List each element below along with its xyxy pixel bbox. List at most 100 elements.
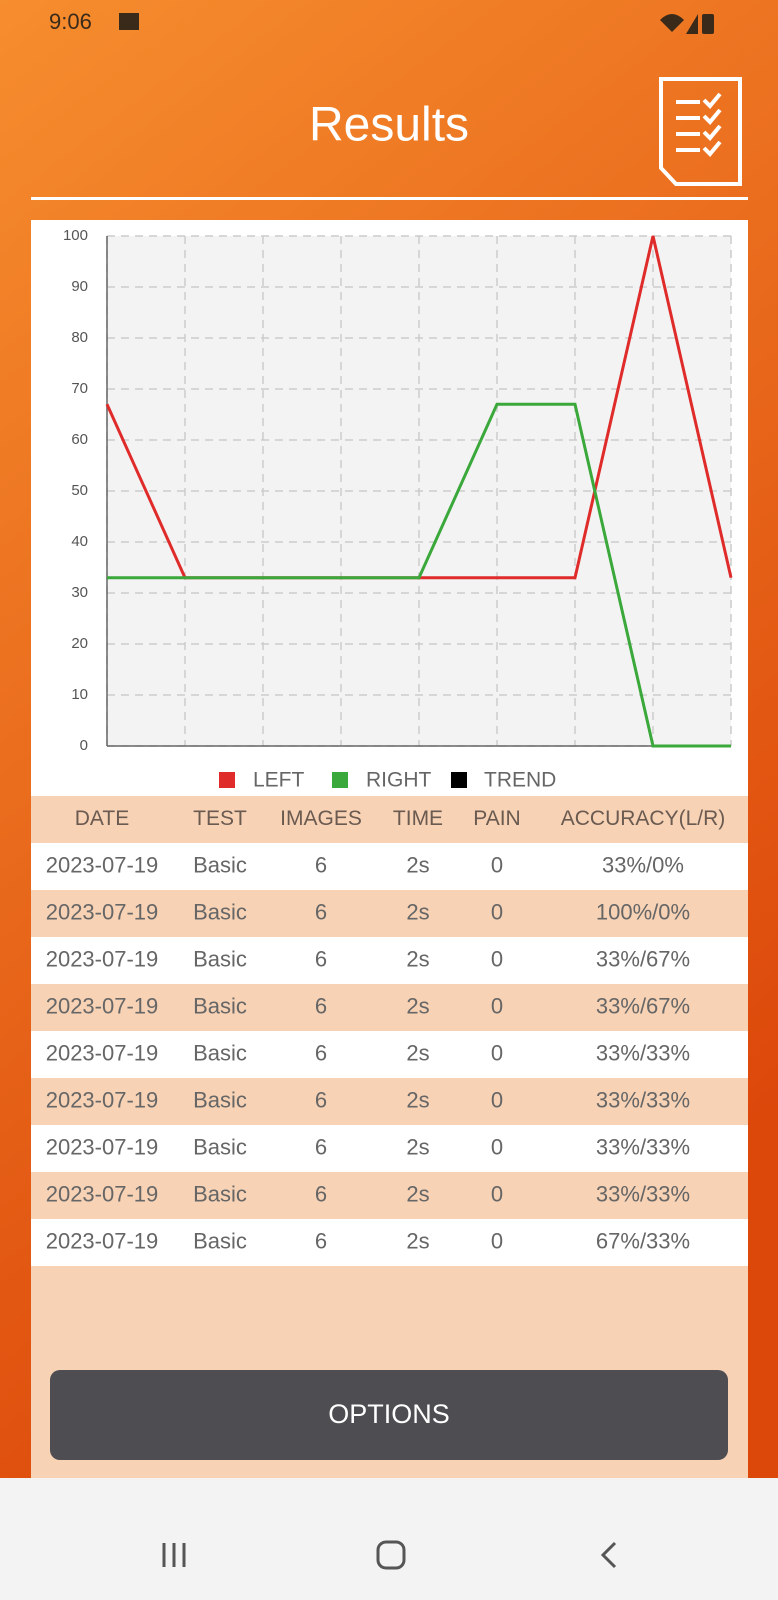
table-row <box>31 1219 748 1266</box>
table-cell: 6 <box>315 1181 327 1206</box>
table-cell: 0 <box>491 1181 503 1206</box>
column-header: PAIN <box>473 807 520 830</box>
table-row <box>31 1172 748 1219</box>
y-tick-label: 20 <box>71 635 88 652</box>
legend-label: RIGHT <box>366 769 432 792</box>
table-cell: 0 <box>491 852 503 877</box>
table-row <box>31 1031 748 1078</box>
battery-icon <box>702 14 714 34</box>
table-cell: 0 <box>491 1134 503 1159</box>
table-cell: Basic <box>193 1181 247 1206</box>
table-cell: 2s <box>406 1228 429 1253</box>
table-cell: 6 <box>315 1087 327 1112</box>
table-cell: 6 <box>315 852 327 877</box>
options-button-label: OPTIONS <box>328 1399 450 1429</box>
table-row <box>31 937 748 984</box>
table-cell: 33%/0% <box>602 852 684 877</box>
nav-recent[interactable] <box>162 1543 186 1567</box>
table-cell: 0 <box>491 1040 503 1065</box>
column-header: TIME <box>393 807 443 830</box>
table-cell: 2023-07-19 <box>46 1134 159 1159</box>
header-title: Results <box>309 99 469 152</box>
column-header: TEST <box>193 807 247 830</box>
table-cell: Basic <box>193 946 247 971</box>
y-tick-label: 100 <box>63 227 88 244</box>
table-row <box>31 984 748 1031</box>
table-cell: 0 <box>491 1228 503 1253</box>
table-cell: 2s <box>406 946 429 971</box>
table-cell: 2s <box>406 993 429 1018</box>
series-line <box>107 402 731 748</box>
table-cell: Basic <box>193 1134 247 1159</box>
table-cell: 6 <box>315 1228 327 1253</box>
table-cell: 100%/0% <box>596 899 690 924</box>
wifi-icon <box>660 14 684 32</box>
table-cell: 2s <box>406 899 429 924</box>
table-cell: 6 <box>315 1134 327 1159</box>
table-cell: 2023-07-19 <box>46 993 159 1018</box>
table-cell: 33%/67% <box>596 946 690 971</box>
legend-label: LEFT <box>253 769 305 792</box>
status-icon <box>119 13 139 30</box>
table-cell: 2023-07-19 <box>46 1040 159 1065</box>
table-cell: 2023-07-19 <box>46 852 159 877</box>
table-cell: 6 <box>315 993 327 1018</box>
y-tick-label: 50 <box>71 482 88 499</box>
column-header: IMAGES <box>280 807 362 830</box>
table-cell: 6 <box>315 899 327 924</box>
table-cell: 2023-07-19 <box>46 1181 159 1206</box>
header-divider <box>31 197 748 200</box>
table-cell: 33%/33% <box>596 1134 690 1159</box>
legend-swatch <box>332 772 348 788</box>
table-cell: 2023-07-19 <box>46 1087 159 1112</box>
table-cell: 33%/33% <box>596 1040 690 1065</box>
y-tick-label: 10 <box>71 686 88 703</box>
table-cell: 67%/33% <box>596 1228 690 1253</box>
table-cell: 2s <box>406 1040 429 1065</box>
nav-bar <box>0 1478 778 1600</box>
table-cell: 2023-07-19 <box>46 1228 159 1253</box>
table-cell: 6 <box>315 1040 327 1065</box>
table-cell: 0 <box>491 946 503 971</box>
table-cell: 0 <box>491 993 503 1018</box>
y-tick-label: 0 <box>80 737 88 754</box>
report-icon[interactable] <box>659 77 742 186</box>
signal-icon <box>686 14 698 34</box>
table-cell: 33%/67% <box>596 993 690 1018</box>
status-time: 9:06 <box>49 9 92 34</box>
table-row <box>31 890 748 937</box>
table-cell: Basic <box>193 852 247 877</box>
table-cell: 2023-07-19 <box>46 899 159 924</box>
table-cell: Basic <box>193 1087 247 1112</box>
y-tick-label: 60 <box>71 431 88 448</box>
table-cell: Basic <box>193 1228 247 1253</box>
nav-home[interactable] <box>376 1540 406 1570</box>
table-cell: 33%/33% <box>596 1181 690 1206</box>
table-cell: 0 <box>491 1087 503 1112</box>
table-cell: 2s <box>406 1181 429 1206</box>
column-header: DATE <box>75 807 129 830</box>
y-tick-label: 70 <box>71 380 88 397</box>
nav-back[interactable] <box>600 1541 617 1569</box>
table-cell: 2s <box>406 1134 429 1159</box>
table-cell: Basic <box>193 1040 247 1065</box>
options-button[interactable] <box>50 1370 728 1460</box>
table-row <box>31 1078 748 1125</box>
table-cell: 6 <box>315 946 327 971</box>
y-tick-label: 80 <box>71 329 88 346</box>
y-tick-label: 30 <box>71 584 88 601</box>
table-row <box>31 1125 748 1172</box>
table-cell: 2s <box>406 1087 429 1112</box>
table-cell: 2023-07-19 <box>46 946 159 971</box>
table-cell: Basic <box>193 899 247 924</box>
y-tick-label: 40 <box>71 533 88 550</box>
column-header: ACCURACY(L/R) <box>561 807 726 830</box>
legend-label: TREND <box>484 769 556 792</box>
legend-swatch <box>451 772 467 788</box>
y-tick-label: 90 <box>71 278 88 295</box>
table-cell: 0 <box>491 899 503 924</box>
table-cell: 2s <box>406 852 429 877</box>
table-cell: 33%/33% <box>596 1087 690 1112</box>
